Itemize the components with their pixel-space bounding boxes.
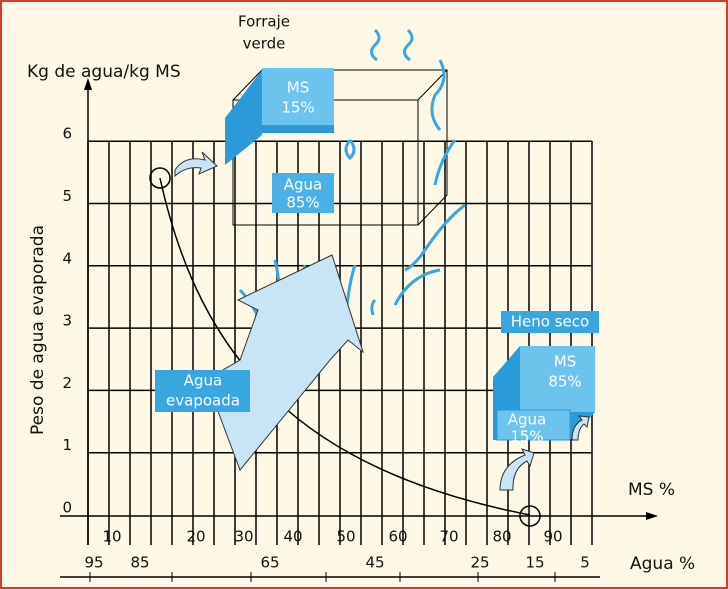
water-box bbox=[272, 173, 334, 213]
ms-pct: 15% bbox=[281, 99, 314, 117]
ms-tick-label: 90 bbox=[543, 528, 562, 546]
agua-tick-label: 45 bbox=[365, 554, 384, 572]
y-tick-label: 5 bbox=[62, 187, 72, 205]
agua-tick-label: 85 bbox=[130, 554, 149, 572]
ms-tick-label: 40 bbox=[283, 528, 302, 546]
ms: MS bbox=[554, 353, 576, 371]
ms-tick-label: 20 bbox=[186, 528, 205, 546]
forraje-title: verde bbox=[243, 35, 286, 53]
cube-side bbox=[225, 70, 262, 165]
arrowhead bbox=[84, 78, 92, 90]
arrow-label: Agua bbox=[184, 372, 222, 390]
y-tick-label: 6 bbox=[62, 125, 72, 143]
ms-tick-label: 70 bbox=[439, 528, 458, 546]
cube-front bbox=[520, 346, 595, 412]
cube-bottom bbox=[262, 125, 334, 133]
arrow bbox=[174, 151, 218, 178]
ms-tick-label: 60 bbox=[388, 528, 407, 546]
agua-tick-label: 65 bbox=[260, 554, 279, 572]
agua-tick-label: 15 bbox=[525, 554, 544, 572]
agua-pct: 85% bbox=[286, 194, 319, 212]
label-box bbox=[155, 370, 250, 412]
water-box bbox=[496, 409, 571, 441]
arrow bbox=[571, 415, 590, 441]
agua-tick-label: 5 bbox=[580, 554, 590, 572]
y-tick-label: 3 bbox=[62, 312, 72, 330]
y-tick-label: 0 bbox=[62, 499, 72, 517]
vapor bbox=[238, 28, 466, 321]
agua-tick-label: 95 bbox=[84, 554, 103, 572]
y-title: Kg de agua/kg MS bbox=[27, 62, 181, 82]
agua-axis-label: Agua % bbox=[630, 554, 695, 574]
ms: MS bbox=[287, 79, 309, 97]
ms-tick-label: 30 bbox=[234, 528, 253, 546]
ms-pct: 85% bbox=[548, 373, 581, 391]
ms-tick-label: 80 bbox=[492, 528, 511, 546]
circle bbox=[519, 505, 541, 527]
arrow-label: evapoada bbox=[166, 392, 240, 410]
ms-tick-label: 50 bbox=[336, 528, 355, 546]
y-tick-label: 2 bbox=[62, 374, 72, 392]
agua-tick-label: 25 bbox=[470, 554, 489, 572]
circle bbox=[149, 167, 171, 189]
forraje-title: Forraje bbox=[238, 13, 290, 31]
label-box bbox=[501, 311, 599, 333]
ms-tick-label: 10 bbox=[102, 528, 121, 546]
y-label: Peso de agua evaporada bbox=[28, 225, 48, 435]
agua-pct: 15% bbox=[510, 428, 543, 446]
ms-axis-label: MS % bbox=[628, 480, 675, 500]
heno-title: Heno seco bbox=[511, 313, 589, 331]
arrowhead bbox=[646, 512, 658, 520]
arrow bbox=[499, 448, 535, 491]
y-tick-label: 4 bbox=[62, 249, 72, 267]
agua: Agua bbox=[508, 411, 546, 429]
agua: Agua bbox=[284, 176, 322, 194]
cube-front bbox=[262, 68, 334, 130]
y-tick-label: 1 bbox=[62, 436, 72, 454]
